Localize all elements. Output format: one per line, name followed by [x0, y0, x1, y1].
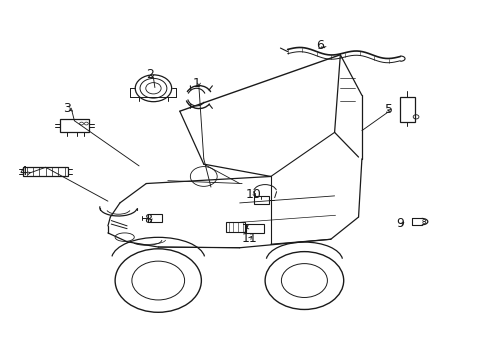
Bar — [226, 222, 245, 232]
Text: 3: 3 — [63, 102, 71, 115]
Text: 1: 1 — [192, 77, 200, 90]
Text: 6: 6 — [316, 40, 324, 53]
Bar — [23, 167, 68, 176]
Text: 2: 2 — [146, 68, 154, 81]
Text: 8: 8 — [143, 213, 151, 226]
Bar — [147, 214, 162, 222]
Text: 4: 4 — [19, 165, 27, 179]
Text: 10: 10 — [245, 188, 262, 201]
Bar — [253, 196, 268, 204]
Bar — [245, 224, 264, 233]
Bar — [399, 97, 414, 122]
Text: 7: 7 — [242, 223, 250, 236]
Text: 11: 11 — [241, 232, 257, 245]
Text: 5: 5 — [385, 103, 392, 116]
Text: 9: 9 — [395, 217, 404, 230]
Bar — [60, 118, 89, 132]
